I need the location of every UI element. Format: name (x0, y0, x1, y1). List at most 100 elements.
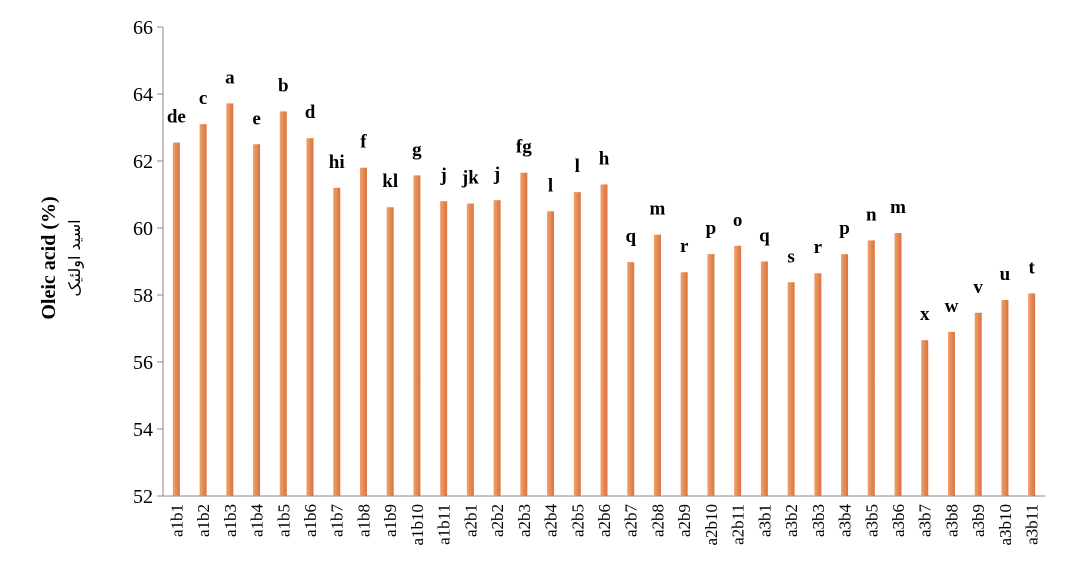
significance-letter: r (680, 236, 689, 257)
x-tick-label: a3b2 (782, 504, 801, 537)
significance-letter: o (733, 210, 743, 231)
x-tick-label: a1b3 (221, 504, 240, 537)
significance-letter: fg (516, 137, 532, 158)
significance-letter: m (890, 197, 906, 218)
significance-letter: q (625, 226, 636, 247)
x-tick-label: a3b9 (969, 504, 988, 537)
x-tick-label: a1b4 (248, 504, 267, 538)
significance-letter: l (575, 156, 580, 177)
significance-letter: d (305, 102, 316, 123)
bar-a1b6 (306, 138, 314, 496)
significance-letter: s (787, 246, 794, 267)
x-tick-label: a3b6 (889, 504, 908, 537)
bar-a3b7 (921, 340, 929, 496)
bar-a3b8 (947, 331, 955, 496)
significance-letter: m (650, 199, 666, 220)
bar-a1b8 (359, 167, 367, 496)
bar-a2b1 (466, 203, 474, 497)
x-tick-label: a3b1 (755, 504, 774, 537)
bar-a2b7 (627, 262, 635, 496)
x-tick-label: a2b7 (622, 504, 641, 538)
significance-letter: n (866, 204, 877, 225)
bar-a2b8 (653, 234, 661, 496)
x-tick-label: a1b11 (435, 504, 454, 545)
x-tick-label: a3b3 (809, 504, 828, 537)
significance-letter: c (199, 88, 207, 109)
bar-a1b5 (279, 111, 287, 497)
y-tick-label: 66 (133, 17, 153, 39)
y-tick-label: 60 (133, 218, 153, 240)
bar-a1b3 (226, 103, 234, 496)
y-axis: 52 54 56 58 60 62 64 66 (133, 17, 164, 508)
significance-letter: g (412, 139, 422, 160)
x-tick-label: a3b11 (1023, 504, 1042, 545)
x-tick-label: a2b6 (595, 504, 614, 537)
bar-a2b11 (734, 245, 742, 496)
x-tick-label: a3b4 (836, 504, 855, 538)
x-tick-label: a1b5 (274, 504, 293, 537)
bar-a1b1 (172, 142, 180, 496)
x-tick-label: a2b11 (729, 504, 748, 545)
bar-a2b2 (493, 200, 501, 496)
x-tick-label: a1b10 (408, 504, 427, 546)
x-tick-label: a3b7 (916, 504, 935, 538)
significance-letter: p (706, 218, 717, 239)
x-tick-label: a2b5 (568, 504, 587, 537)
significance-letter: p (839, 218, 850, 239)
bar-a3b1 (760, 261, 768, 496)
significance-letter: b (278, 75, 289, 96)
x-tick-label: a2b3 (515, 504, 534, 537)
x-tick-label: a1b1 (167, 504, 186, 537)
category-labels: a1b1 a1b2 a1b3 a1b4 a1b5 a1b6 a1b7 a1b8 a1b9 a1b1… (167, 504, 1041, 546)
x-tick-label: a1b7 (328, 504, 347, 538)
bar-a2b6 (600, 184, 608, 496)
bar-a3b11 (1028, 293, 1036, 496)
significance-letter: u (1000, 264, 1011, 285)
significance-letter: hi (329, 152, 345, 173)
bar-a2b10 (707, 254, 715, 496)
x-tick-label: a1b8 (354, 504, 373, 537)
y-tick-label: 62 (133, 151, 153, 173)
x-tick-label: a2b4 (542, 504, 561, 538)
x-tick-label: a2b9 (675, 504, 694, 537)
significance-letter: a (225, 67, 235, 88)
bars (172, 103, 1036, 497)
significance-letter: f (360, 132, 367, 153)
x-tick-label: a1b2 (194, 504, 213, 537)
significance-letter: e (252, 108, 260, 129)
y-tick-label: 64 (133, 84, 153, 106)
bar-a3b9 (974, 312, 982, 496)
bar-a3b6 (894, 233, 902, 496)
x-tick-label: a3b10 (996, 504, 1015, 546)
significance-letter: x (920, 304, 930, 325)
bar-a2b9 (680, 272, 688, 496)
x-tick-label: a1b9 (381, 504, 400, 537)
y-axis-title: Oleic acid (%) (38, 196, 60, 319)
x-tick-label: a2b10 (702, 504, 721, 546)
bar-a1b10 (413, 175, 421, 496)
bar-a1b4 (253, 144, 261, 496)
significance-letter: j (493, 164, 500, 185)
significance-letter: de (167, 107, 186, 128)
bar-a1b11 (440, 201, 448, 496)
significance-letter: h (599, 148, 610, 169)
bar-a3b4 (841, 254, 849, 496)
x-tick-label: a3b8 (942, 504, 961, 537)
bar-a1b2 (199, 124, 207, 497)
significance-letter: j (439, 165, 446, 186)
significance-letter: w (945, 296, 959, 317)
significance-letter: jk (461, 168, 479, 189)
x-tick-label: a2b8 (648, 504, 667, 537)
y-tick-label: 54 (133, 419, 153, 441)
significance-letter: l (548, 175, 553, 196)
y-axis-subtitle: اسید اولئیک (65, 219, 85, 296)
significance-letter: r (814, 237, 823, 258)
bar-a2b3 (520, 172, 528, 496)
significance-letter: v (973, 277, 983, 298)
x-tick-label: a2b1 (461, 504, 480, 537)
y-tick-label: 56 (133, 352, 153, 374)
significance-letter: kl (382, 171, 398, 192)
bar-a2b4 (547, 211, 555, 496)
